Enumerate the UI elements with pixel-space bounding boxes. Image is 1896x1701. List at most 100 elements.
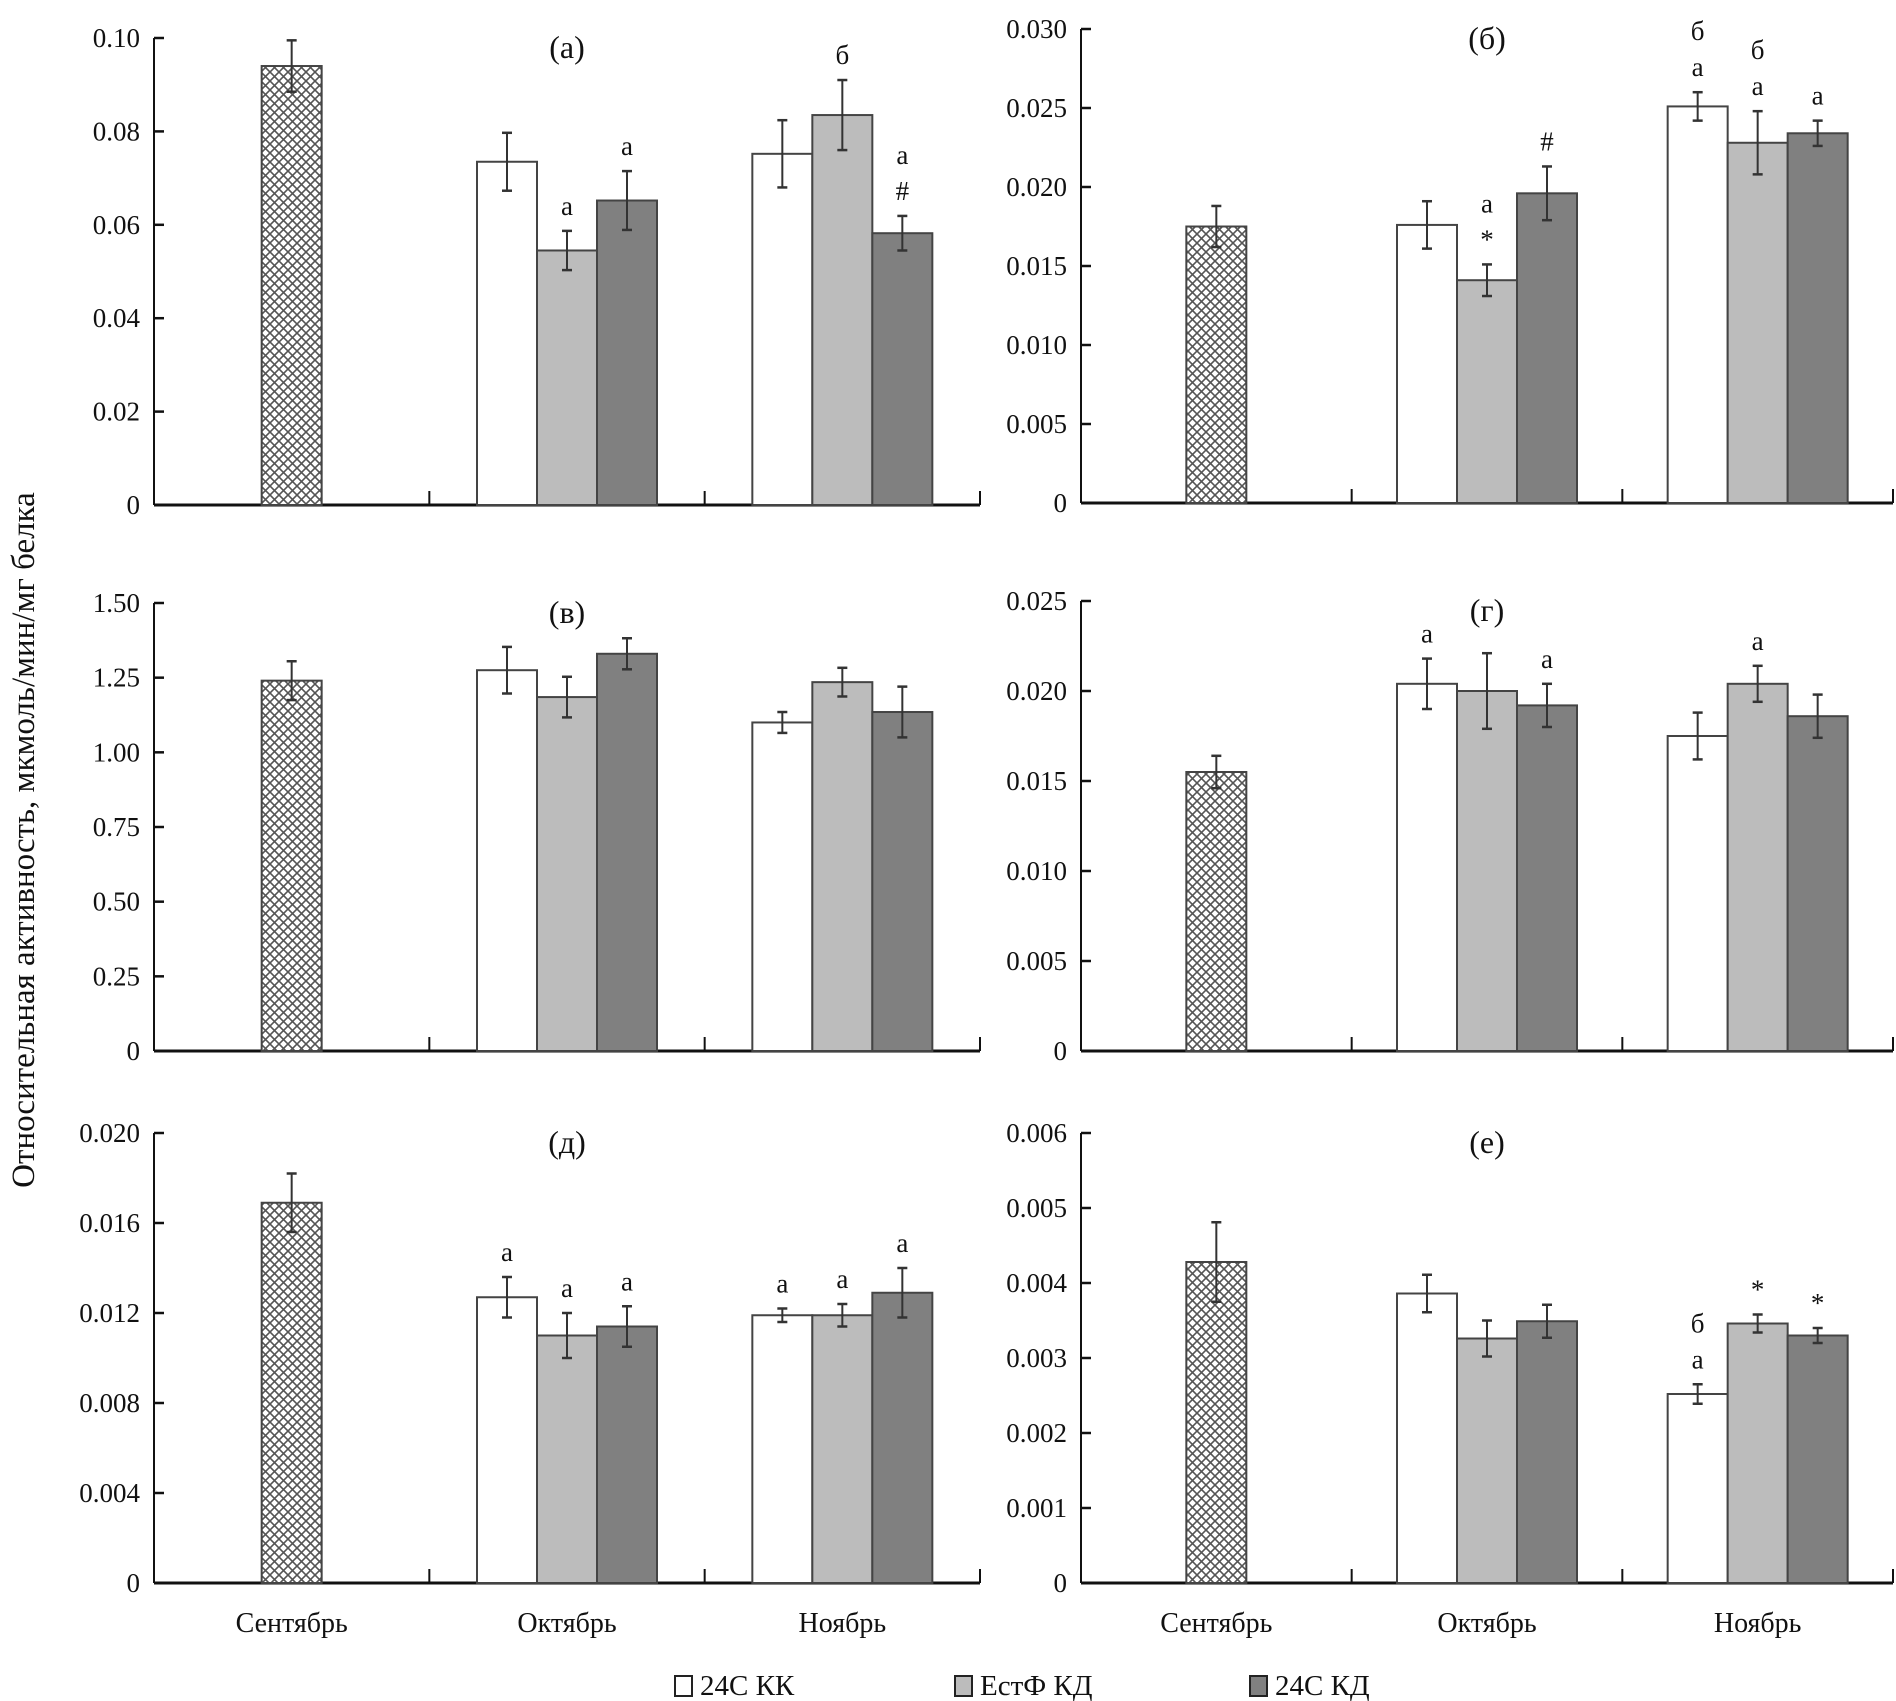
significance-annotation: б [1691, 1308, 1705, 1338]
y-tick-label: 0.06 [93, 210, 140, 240]
x-category-label: Октябрь [1437, 1608, 1536, 1639]
significance-annotation: а [896, 140, 908, 170]
significance-annotation: а [561, 191, 573, 221]
y-tick-label: 0.010 [1006, 330, 1067, 360]
bar-Октябрь-24С КК [1396, 223, 1458, 504]
error-bar [777, 710, 788, 735]
error-bar [286, 39, 297, 93]
significance-annotation: а [501, 1237, 513, 1267]
error-bar [777, 118, 788, 189]
bar-Ноябрь-24С КК [1666, 105, 1729, 504]
y-tick-label: 0.25 [93, 961, 140, 991]
panel-title: (е) [1469, 1124, 1505, 1160]
bar-Октябрь-24С КД [596, 199, 658, 507]
panels: 00.020.040.060.080.10 (а)ааб#а00.0050.010… [79, 14, 1894, 1598]
error-bar [1692, 711, 1703, 761]
error-bar [502, 131, 512, 192]
y-tick-label: 0.030 [1006, 14, 1067, 44]
bar-Ноябрь-24С КД [871, 1291, 934, 1584]
bar-Октябрь-24С КК [476, 669, 538, 1052]
error-bar [837, 78, 848, 152]
y-tick-label: 0 [127, 490, 141, 520]
error-bar [1422, 199, 1432, 250]
error-bar [622, 636, 632, 671]
bar-september-baseline [1185, 771, 1248, 1052]
error-bar [1692, 1383, 1703, 1405]
error-bar [1542, 165, 1552, 222]
y-tick-label: 1.00 [93, 737, 140, 767]
error-bar [286, 659, 297, 702]
y-tick-label: 0.020 [1006, 676, 1067, 706]
significance-annotation: а [896, 1228, 908, 1258]
error-bar [1542, 682, 1552, 729]
y-tick-label: 0 [1054, 1036, 1068, 1066]
panel-a: 0 0.02 0.04 0.06 0.08 0.10 (а) а а б # а [93, 23, 981, 520]
error-bar [1482, 263, 1492, 298]
error-bar [1211, 754, 1222, 790]
bar-Октябрь-24С КД [596, 1325, 658, 1584]
error-bar [837, 1302, 848, 1328]
significance-annotation: * [1751, 1275, 1765, 1305]
bar-Ноябрь-24С КК [751, 721, 814, 1052]
bar-Октябрь-ЕстФ КД [1456, 279, 1518, 504]
error-bar [1422, 1273, 1432, 1314]
y-tick-label: 0.012 [79, 1298, 140, 1328]
bar-Ноябрь-ЕстФ КД [1726, 1322, 1789, 1584]
y-tick-label: 0.015 [1006, 766, 1067, 796]
bar-Октябрь-ЕстФ КД [536, 1334, 598, 1584]
significance-annotation: а [621, 1266, 633, 1296]
y-tick-label: 0.002 [1006, 1418, 1067, 1448]
y-tick-label: 0.003 [1006, 1343, 1067, 1373]
significance-annotation: а [776, 1269, 788, 1299]
error-bar [1211, 204, 1222, 249]
legend-label: 24С КД [1275, 1670, 1370, 1701]
significance-annotation: а [1421, 619, 1433, 649]
significance-annotation: б [835, 40, 849, 70]
y-tick-label: 0.025 [1006, 93, 1067, 123]
significance-annotation: а [1812, 81, 1824, 111]
bar-Октябрь-24С КК [476, 1296, 538, 1584]
error-bar [1752, 1313, 1763, 1334]
panel-title: (г) [1470, 592, 1504, 628]
error-bar [1812, 1326, 1823, 1345]
bar-Октябрь-24С КД [1516, 1320, 1578, 1584]
significance-annotation: а [1752, 626, 1764, 656]
bar-september-baseline [260, 1201, 323, 1584]
error-bar [1211, 1221, 1222, 1303]
bar-september-baseline [260, 65, 323, 507]
y-tick-label: 0.10 [93, 23, 140, 53]
bar-Ноябрь-ЕстФ КД [1726, 682, 1789, 1052]
x-category-label: Сентябрь [1160, 1608, 1272, 1639]
error-bar [1812, 693, 1823, 740]
error-bar [897, 214, 908, 252]
bar-Ноябрь-24С КД [1786, 715, 1849, 1052]
y-tick-label: 0.005 [1006, 1193, 1067, 1223]
error-bar [622, 1305, 632, 1348]
legend-swatch [674, 1675, 693, 1697]
significance-annotation: а [1692, 1344, 1704, 1374]
panel-title: (б) [1468, 20, 1506, 56]
error-bar [622, 169, 632, 232]
bar-Октябрь-24С КД [1516, 192, 1578, 504]
y-tick-label: 0 [1054, 488, 1068, 518]
error-bar [897, 685, 908, 739]
error-bar [562, 675, 572, 719]
error-bar [1482, 1319, 1492, 1358]
legend-item: 24С КД [1249, 1670, 1370, 1701]
bar-Ноябрь-ЕстФ КД [811, 1314, 874, 1584]
error-bar [777, 1307, 788, 1324]
y-axis-label: Относительная активность, мкмоль/мин/мг … [6, 492, 42, 1188]
y-tick-label: 0.50 [93, 887, 140, 917]
bar-Октябрь-24С КК [1396, 682, 1458, 1052]
y-tick-label: 1.50 [93, 588, 140, 618]
bar-Ноябрь-24С КД [871, 232, 934, 506]
legend-item: ЕстФ КД [954, 1670, 1093, 1701]
significance-annotation: а [1541, 644, 1553, 674]
legend-item: 24С КК [674, 1670, 795, 1701]
y-tick-label: 0.025 [1006, 586, 1067, 616]
y-tick-label: 0 [127, 1568, 141, 1598]
panel-e: 0 0.001 0.002 0.003 0.004 0.005 0.006 (е) аб * * [1006, 1118, 1894, 1598]
bar-Ноябрь-24С КК [1666, 1393, 1729, 1584]
significance-annotation: * [1480, 224, 1494, 254]
